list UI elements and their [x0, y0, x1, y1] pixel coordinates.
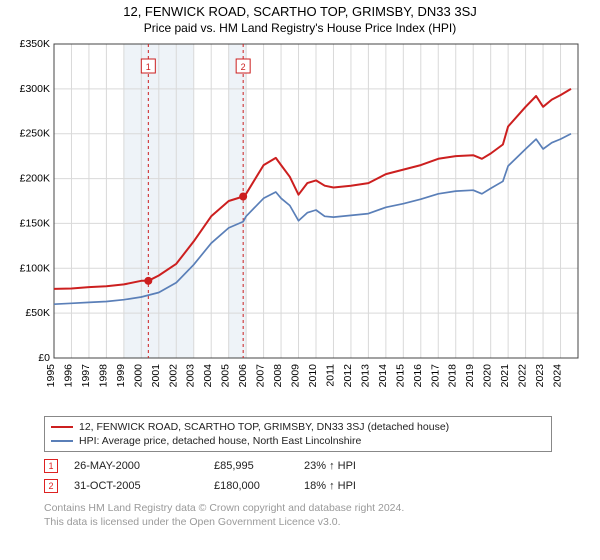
- footer-attribution: Contains HM Land Registry data © Crown c…: [44, 502, 404, 529]
- svg-text:2016: 2016: [412, 364, 424, 388]
- svg-text:2009: 2009: [290, 364, 302, 388]
- annotation-pct: 23% ↑ HPI: [304, 460, 414, 472]
- svg-text:2022: 2022: [517, 364, 529, 388]
- chart-area: £0 £50K £100K £150K £200K £250K £300K £350K 1995…: [10, 38, 590, 408]
- svg-text:£300K: £300K: [20, 83, 50, 95]
- legend-row: HPI: Average price, detached house, Nort…: [51, 434, 545, 448]
- svg-text:1996: 1996: [62, 364, 74, 388]
- annotation-price: £180,000: [214, 480, 304, 492]
- svg-text:2017: 2017: [429, 364, 441, 388]
- footer-line: This data is licensed under the Open Gov…: [44, 516, 404, 530]
- annotation-row: 1 26-MAY-2000 £85,995 23% ↑ HPI: [44, 456, 414, 476]
- annotation-pct: 18% ↑ HPI: [304, 480, 414, 492]
- annotation-date: 31-OCT-2005: [74, 480, 214, 492]
- chart-subtitle: Price paid vs. HM Land Registry's House …: [0, 21, 600, 35]
- svg-text:1997: 1997: [80, 364, 92, 388]
- svg-text:2008: 2008: [272, 364, 284, 388]
- svg-text:£200K: £200K: [20, 173, 50, 185]
- svg-text:1999: 1999: [115, 364, 127, 388]
- svg-text:2014: 2014: [377, 364, 389, 388]
- svg-text:2012: 2012: [342, 364, 354, 388]
- svg-text:2018: 2018: [447, 364, 459, 388]
- annotation-row: 2 31-OCT-2005 £180,000 18% ↑ HPI: [44, 476, 414, 496]
- svg-text:2006: 2006: [237, 364, 249, 388]
- svg-text:2021: 2021: [499, 364, 511, 388]
- svg-text:£250K: £250K: [20, 128, 50, 140]
- svg-text:£150K: £150K: [20, 217, 50, 229]
- svg-text:£0: £0: [38, 352, 50, 364]
- svg-text:£50K: £50K: [25, 307, 50, 319]
- legend-swatch: [51, 440, 73, 442]
- svg-text:2000: 2000: [132, 364, 144, 388]
- svg-text:1995: 1995: [45, 364, 57, 388]
- footer-line: Contains HM Land Registry data © Crown c…: [44, 502, 404, 516]
- svg-text:£350K: £350K: [20, 38, 50, 50]
- svg-text:2007: 2007: [255, 364, 267, 388]
- svg-text:2003: 2003: [185, 364, 197, 388]
- line-chart-svg: £0 £50K £100K £150K £200K £250K £300K £350K 1995…: [10, 38, 590, 408]
- svg-text:£100K: £100K: [20, 262, 50, 274]
- svg-text:2019: 2019: [464, 364, 476, 388]
- annotation-date: 26-MAY-2000: [74, 460, 214, 472]
- legend: 12, FENWICK ROAD, SCARTHO TOP, GRIMSBY, …: [44, 416, 552, 452]
- svg-text:1998: 1998: [97, 364, 109, 388]
- svg-text:1: 1: [146, 62, 151, 72]
- legend-label: HPI: Average price, detached house, Nort…: [79, 434, 361, 448]
- annotation-marker-icon: 1: [44, 459, 58, 473]
- svg-text:2001: 2001: [150, 364, 162, 388]
- svg-text:2011: 2011: [324, 364, 336, 387]
- svg-text:2004: 2004: [202, 364, 214, 388]
- annotation-marker-icon: 2: [44, 479, 58, 493]
- title-block: 12, FENWICK ROAD, SCARTHO TOP, GRIMSBY, …: [0, 0, 600, 41]
- annotation-price: £85,995: [214, 460, 304, 472]
- legend-swatch: [51, 426, 73, 428]
- legend-row: 12, FENWICK ROAD, SCARTHO TOP, GRIMSBY, …: [51, 420, 545, 434]
- svg-text:2005: 2005: [220, 364, 232, 388]
- svg-text:2002: 2002: [167, 364, 179, 388]
- svg-text:2024: 2024: [552, 364, 564, 388]
- svg-text:2013: 2013: [359, 364, 371, 388]
- svg-text:2: 2: [241, 62, 246, 72]
- legend-label: 12, FENWICK ROAD, SCARTHO TOP, GRIMSBY, …: [79, 420, 449, 434]
- svg-text:2010: 2010: [307, 364, 319, 388]
- chart-title: 12, FENWICK ROAD, SCARTHO TOP, GRIMSBY, …: [0, 4, 600, 19]
- svg-text:2015: 2015: [394, 364, 406, 388]
- svg-text:2020: 2020: [482, 364, 494, 388]
- annotation-table: 1 26-MAY-2000 £85,995 23% ↑ HPI 2 31-OCT…: [44, 456, 414, 496]
- svg-text:2023: 2023: [534, 364, 546, 388]
